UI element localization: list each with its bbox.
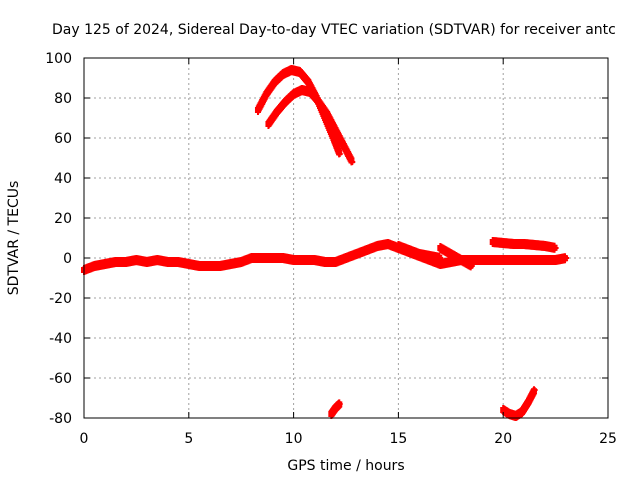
data-points xyxy=(81,65,570,421)
x-axis-title: GPS time / hours xyxy=(287,458,404,474)
data-point xyxy=(531,387,538,393)
data-point xyxy=(563,255,570,261)
y-tick-labels: -80 -60 -40 -20 0 20 40 60 80 100 xyxy=(45,51,72,427)
y-tick-label: -20 xyxy=(49,291,72,307)
series-arc-high xyxy=(254,65,343,158)
data-point xyxy=(336,401,343,407)
data-point xyxy=(336,151,343,157)
series-upper-band xyxy=(395,241,444,263)
data-point xyxy=(468,263,475,269)
series-offset-band xyxy=(489,237,559,253)
x-tick-label: 15 xyxy=(389,431,407,447)
y-tick-label: -40 xyxy=(49,331,72,347)
x-tick-labels: 0 5 10 15 20 25 xyxy=(80,431,617,447)
x-tick-label: 0 xyxy=(80,431,89,447)
y-tick-label: -60 xyxy=(49,371,72,387)
x-tick-label: 20 xyxy=(494,431,512,447)
data-point xyxy=(437,255,444,261)
series-low-segment-b xyxy=(500,386,538,421)
data-point xyxy=(349,159,356,165)
y-tick-label: -80 xyxy=(49,411,72,427)
grid xyxy=(84,58,608,418)
y-tick-label: 80 xyxy=(54,91,72,107)
x-tick-label: 10 xyxy=(285,431,303,447)
y-tick-label: 0 xyxy=(63,251,72,267)
plot-frame xyxy=(83,57,609,419)
x-tick-label: 25 xyxy=(599,431,617,447)
y-tick-label: 100 xyxy=(45,51,72,67)
chart-title: Day 125 of 2024, Sidereal Day-to-day VTE… xyxy=(52,22,616,38)
series-arc-low xyxy=(265,85,356,166)
y-tick-label: 20 xyxy=(54,211,72,227)
data-point xyxy=(552,245,559,251)
y-axis-title: SDTVAR / TECUs xyxy=(6,181,22,296)
series-baseline xyxy=(81,239,570,275)
y-tick-label: 60 xyxy=(54,131,72,147)
x-tick-label: 5 xyxy=(184,431,193,447)
y-tick-label: 40 xyxy=(54,171,72,187)
series-low-segment-a xyxy=(328,399,343,419)
series-drop-band xyxy=(437,243,475,271)
ticks xyxy=(83,57,609,419)
